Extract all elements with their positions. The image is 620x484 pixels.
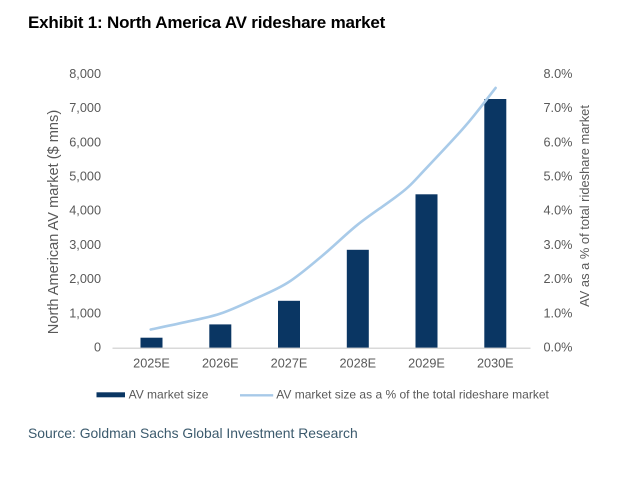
svg-text:Source: Goldman Sachs Global I: Source: Goldman Sachs Global Investment … [28,425,358,441]
svg-text:0.0%: 0.0% [544,341,573,355]
svg-text:3.0%: 3.0% [544,238,573,252]
svg-text:5,000: 5,000 [69,170,101,184]
svg-text:4,000: 4,000 [69,204,101,218]
svg-text:2027E: 2027E [271,357,308,371]
svg-text:8,000: 8,000 [69,67,101,81]
svg-text:2.0%: 2.0% [544,272,573,286]
svg-text:AV as a % of total rideshare m: AV as a % of total rideshare market [577,105,592,307]
svg-text:2025E: 2025E [133,357,170,371]
svg-text:7.0%: 7.0% [544,101,573,115]
svg-text:AV market size: AV market size [129,388,209,402]
svg-text:2028E: 2028E [339,357,376,371]
svg-text:2,000: 2,000 [69,272,101,286]
svg-text:7,000: 7,000 [69,101,101,115]
svg-text:2026E: 2026E [202,357,239,371]
svg-text:Exhibit 1: North America AV ri: Exhibit 1: North America AV rideshare ma… [28,13,386,32]
svg-text:8.0%: 8.0% [544,67,573,81]
svg-text:0: 0 [94,341,101,355]
svg-text:1,000: 1,000 [69,306,101,320]
svg-text:North American AV market ($ mn: North American AV market ($ mns) [46,110,62,334]
svg-text:AV market size as a % of the: AV market size as a % of the total rides… [276,388,549,402]
svg-text:4.0%: 4.0% [544,204,573,218]
svg-text:2030E: 2030E [477,357,514,371]
svg-text:2029E: 2029E [408,357,445,371]
svg-text:5.0%: 5.0% [544,170,573,184]
svg-text:6.0%: 6.0% [544,135,573,149]
svg-text:6,000: 6,000 [69,135,101,149]
svg-text:1.0%: 1.0% [544,306,573,320]
svg-text:3,000: 3,000 [69,238,101,252]
